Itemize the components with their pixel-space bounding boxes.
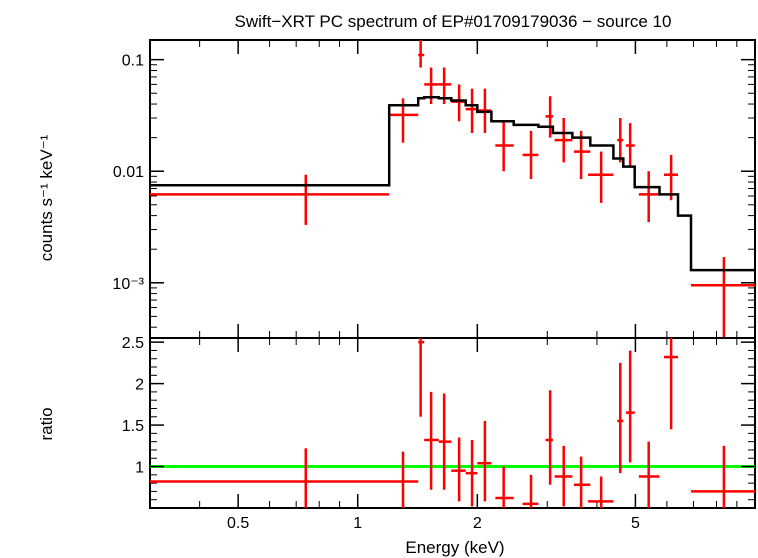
y-tick-label: 0.1 <box>122 53 144 70</box>
x-tick-label: 1 <box>353 515 362 532</box>
y-tick-label: 2.5 <box>122 335 144 352</box>
x-tick-label: 2 <box>473 515 482 532</box>
ratio-data-point <box>465 440 478 507</box>
data-data-point <box>617 117 624 163</box>
data-data-point <box>424 67 439 105</box>
data-data-point <box>495 121 514 172</box>
y-tick-label: 10⁻³ <box>112 276 144 293</box>
data-data-point <box>545 96 553 138</box>
data-data-point <box>554 117 573 163</box>
ratio-data-point <box>638 441 660 508</box>
chart-title: Swift−XRT PC spectrum of EP#01709179036 … <box>235 12 672 31</box>
ratio-data-point <box>477 420 492 502</box>
ratio-data-point <box>389 451 419 508</box>
data-data-point <box>150 174 390 225</box>
ratio-data-point <box>617 362 624 474</box>
y-tick-label: 0.01 <box>113 164 144 181</box>
x-tick-label: 0.5 <box>227 515 249 532</box>
ratio-panel: ratio 1 1.5 2 2.5 <box>37 335 756 509</box>
ratio-data-point <box>150 448 390 508</box>
ratio-data-point <box>588 476 614 508</box>
ratio-data-point <box>554 445 573 507</box>
x-axis-title: Energy (keV) <box>405 538 504 557</box>
data-data-point <box>625 123 635 167</box>
ratio-data-point <box>451 437 466 502</box>
data-data-point <box>465 88 478 134</box>
spectrum-frame <box>149 39 756 339</box>
ratio-data-point <box>424 391 439 490</box>
spectrum-y-axis-title: counts s⁻¹ keV⁻¹ <box>37 134 56 261</box>
ratio-data-point <box>522 474 539 508</box>
data-data-point <box>522 130 539 180</box>
ratio-data-point <box>418 338 425 417</box>
ratio-frame <box>149 337 756 509</box>
ratio-data-point <box>690 445 755 508</box>
data-data-point <box>573 130 591 180</box>
ratio-data-point <box>495 466 514 508</box>
ratio-data-point <box>545 390 553 485</box>
x-tick-label: 5 <box>631 515 640 532</box>
data-data-point <box>663 154 679 201</box>
data-data-point <box>638 171 660 223</box>
y-tick-label: 1 <box>135 460 144 477</box>
ratio-data-point <box>663 338 679 430</box>
y-tick-label: 2 <box>135 377 144 394</box>
data-data-point <box>418 40 425 68</box>
ratio-data-point <box>573 456 591 508</box>
ratio-data-point <box>438 393 452 490</box>
y-tick-label: 1.5 <box>122 418 144 435</box>
model-step-line <box>150 96 755 272</box>
data-data-point <box>451 84 466 122</box>
ratio-y-axis-title: ratio <box>37 407 56 440</box>
spectrum-panel: counts s⁻¹ keV⁻¹ 10⁻³ 0.01 0.1 <box>37 39 756 339</box>
ratio-data-point <box>625 350 635 463</box>
data-data-point <box>588 151 614 203</box>
